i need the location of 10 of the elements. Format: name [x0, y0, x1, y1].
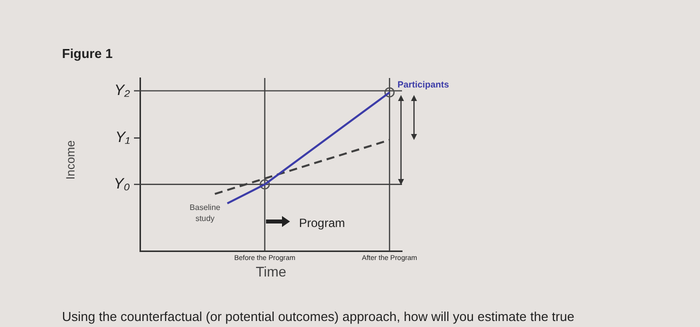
x-axis-title: Time: [256, 263, 287, 280]
series-label: Participants: [398, 79, 450, 90]
chart-title: Figure 1: [62, 46, 113, 61]
ref-line-label: Y₀: [114, 176, 130, 193]
text: Y₁: [115, 129, 130, 146]
text: Using the counterfactual (or potential outcomes) approach, how will you estimate the true: [62, 309, 574, 324]
annotation: Program: [299, 216, 346, 230]
ref-line-label: Y₂: [114, 82, 130, 99]
text: Income: [63, 140, 78, 180]
annotation: Baseline study: [190, 203, 221, 223]
